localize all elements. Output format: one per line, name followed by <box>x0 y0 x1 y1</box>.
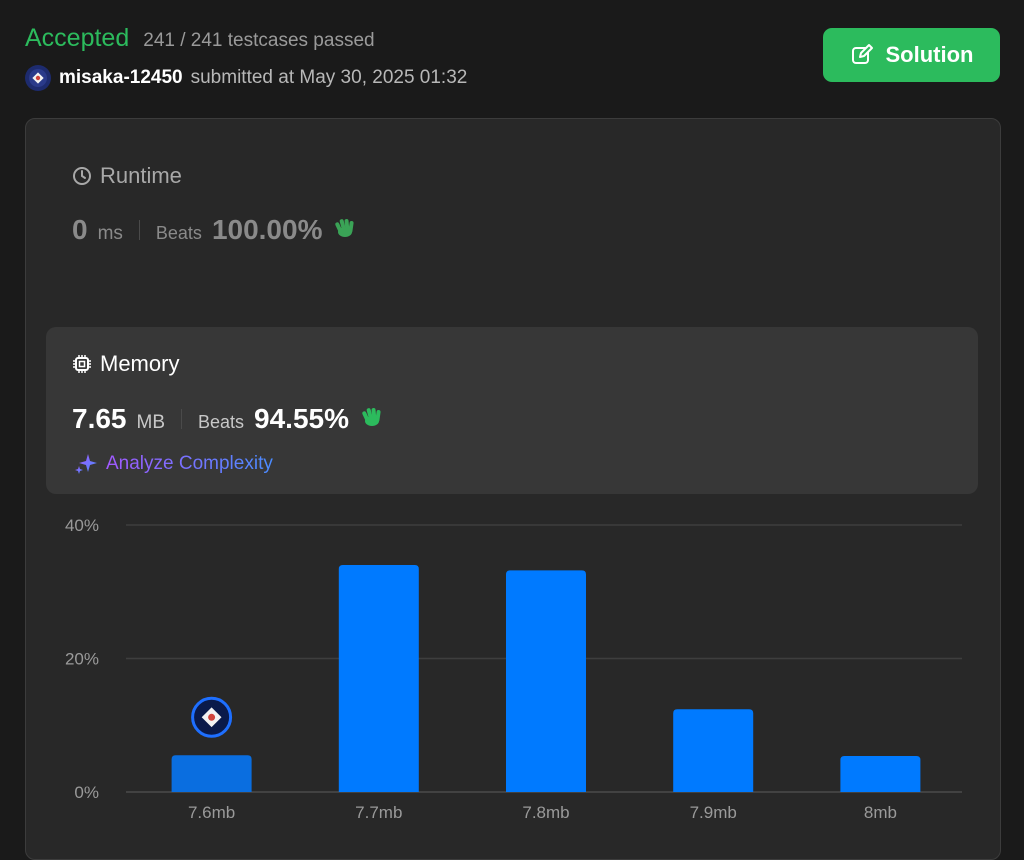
memory-unit: MB <box>136 412 166 433</box>
memory-tab[interactable]: Memory <box>72 351 179 377</box>
runtime-beats-label: Beats <box>155 223 202 243</box>
x-tick-label: 7.8mb <box>522 803 569 822</box>
memory-beats-value: 94.55% <box>254 403 349 434</box>
testcases-summary: 241 / 241 testcases passed <box>143 30 375 51</box>
solution-label: Solution <box>885 42 974 67</box>
analyze-complexity-button[interactable]: Analyze Complexity <box>74 452 273 476</box>
user-avatar[interactable] <box>25 65 51 91</box>
x-tick-label: 8mb <box>864 803 897 822</box>
chart-labels: 0% 20% 40% 7.6mb 7.7mb 7.8mb 7.9mb 8mb <box>65 516 897 822</box>
runtime-value: 0 <box>72 214 88 245</box>
divider <box>181 408 182 429</box>
chart-bar[interactable] <box>840 755 921 792</box>
runtime-title: Runtime <box>100 163 182 188</box>
y-tick-label: 0% <box>74 783 99 802</box>
x-tick-label: 7.7mb <box>355 803 402 822</box>
submission-author: misaka-12450 submitted at May 30, 2025 0… <box>25 65 467 91</box>
runtime-beats-value: 100.00% <box>211 214 323 245</box>
x-tick-label: 7.9mb <box>690 803 737 822</box>
chart-marker <box>191 696 233 738</box>
chart-bar[interactable] <box>506 570 586 792</box>
chart-bars <box>171 565 921 792</box>
solution-button[interactable]: Solution <box>823 28 1000 82</box>
accepted-label: Accepted <box>25 24 130 52</box>
y-tick-label: 20% <box>65 650 99 669</box>
memory-beats-label: Beats <box>198 412 245 432</box>
chart-bar[interactable] <box>673 709 754 792</box>
chart-bar[interactable] <box>338 565 419 792</box>
analyze-complexity-label: Analyze Complexity <box>106 453 273 474</box>
chart-bar[interactable] <box>171 755 252 792</box>
sparkle-icon <box>75 454 97 474</box>
clap-icon <box>362 408 381 426</box>
x-tick-label: 7.6mb <box>188 803 235 822</box>
avatar-icon <box>29 69 47 87</box>
submitted-time: submitted at May 30, 2025 01:32 <box>190 67 468 88</box>
memory-value: 7.65 <box>72 403 127 434</box>
chip-icon <box>73 355 91 373</box>
memory-title: Memory <box>100 351 180 376</box>
memory-stats: 7.65 MB Beats 94.55% <box>72 402 385 435</box>
memory-panel[interactable] <box>46 327 978 494</box>
runtime-unit: ms <box>97 223 123 244</box>
clock-icon <box>73 167 91 185</box>
clap-icon <box>335 219 355 237</box>
y-tick-label: 40% <box>65 516 99 535</box>
runtime-stats: 0 ms Beats 100.00% <box>72 213 358 246</box>
divider <box>138 219 140 240</box>
avatar-center <box>208 713 216 721</box>
username-link[interactable]: misaka-12450 <box>59 67 183 88</box>
edit-icon <box>851 44 873 64</box>
submission-status: Accepted 241 / 241 testcases passed <box>25 24 375 53</box>
runtime-tab[interactable]: Runtime <box>72 163 182 189</box>
